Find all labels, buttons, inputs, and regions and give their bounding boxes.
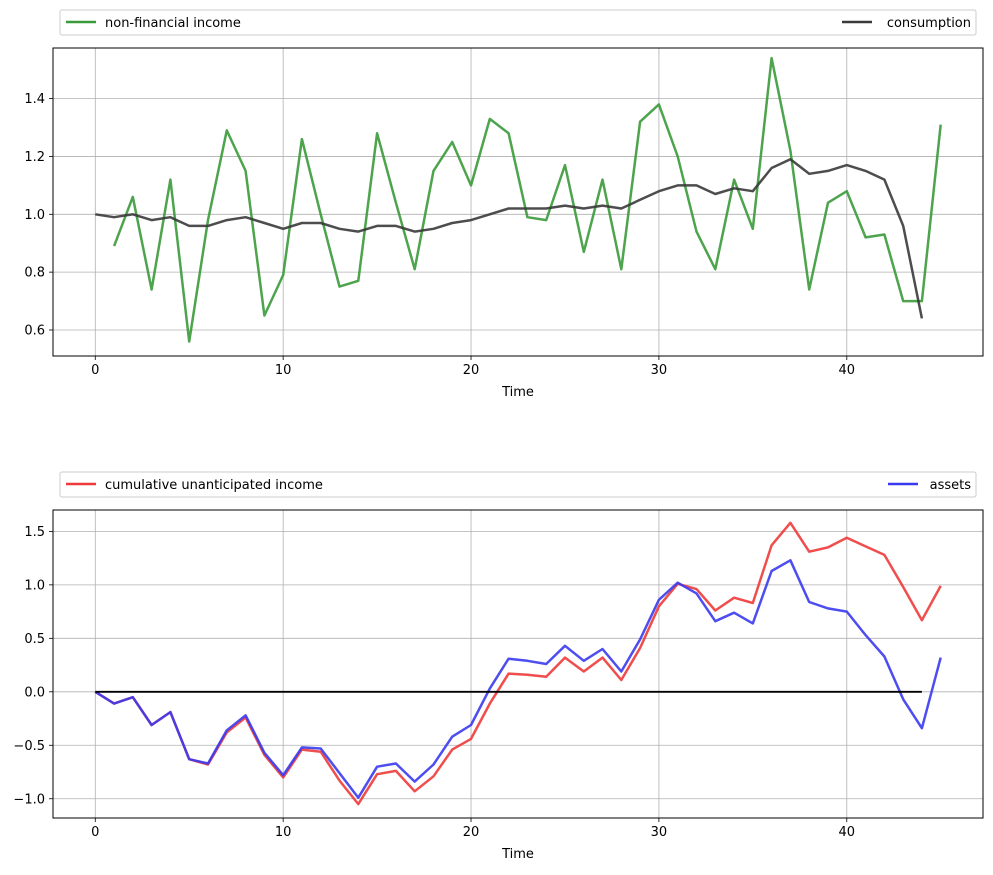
legend-label-consumption: consumption	[887, 16, 971, 31]
top-y-tick-label: 1.4	[24, 92, 45, 107]
top-x-tick-label: 10	[275, 363, 292, 378]
top-x-tick-label: 40	[839, 363, 856, 378]
bottom-y-tick-label: 0.5	[24, 632, 45, 647]
bottom-x-tick-label: 20	[463, 825, 480, 840]
top-y-tick-label: 0.6	[24, 323, 45, 338]
bottom-y-tick-label: 1.5	[24, 525, 45, 540]
top-axes-frame	[52, 47, 984, 357]
bottom-axes-frame	[52, 509, 984, 819]
bottom-y-tick-label: −0.5	[13, 739, 45, 754]
top-legend: non-financial income consumption	[59, 9, 977, 36]
series-line-cumulative-unanticipated-income	[94, 521, 942, 806]
bottom-x-axis-label: Time	[501, 847, 534, 862]
top-x-axis-label: Time	[501, 385, 534, 400]
bottom-x-tick-label: 30	[651, 825, 668, 840]
bottom-x-tick-label: 0	[91, 825, 99, 840]
top-y-tick-label: 0.8	[24, 266, 45, 281]
bottom-y-tick-label: 0.0	[24, 685, 45, 700]
bottom-y-tick-label: 1.0	[24, 578, 45, 593]
series-line-consumption	[95, 158, 924, 319]
bottom-ticks: 0 10 20 30 40 −1.0 −0.5 0.0 0.5 1.0 1.5	[13, 525, 855, 840]
bottom-legend-box	[59, 471, 977, 498]
legend-label-cumulative-unanticipated-income: cumulative unanticipated income	[105, 478, 323, 493]
top-x-tick-label: 0	[91, 363, 99, 378]
bottom-y-tick-label: −1.0	[13, 792, 45, 807]
top-grid	[53, 48, 983, 356]
legend-label-assets: assets	[930, 478, 972, 493]
top-x-tick-label: 30	[651, 363, 668, 378]
series-line-assets	[94, 559, 942, 799]
top-ticks: 0 10 20 30 40 0.6 0.8 1.0 1.2 1.4	[24, 92, 855, 378]
bottom-x-tick-label: 10	[275, 825, 292, 840]
top-legend-box	[59, 9, 977, 36]
top-y-tick-label: 1.2	[24, 150, 45, 165]
bottom-x-tick-label: 40	[839, 825, 856, 840]
top-y-tick-label: 1.0	[24, 208, 45, 223]
top-plot-lines	[95, 56, 942, 343]
legend-label-non-financial-income: non-financial income	[105, 16, 241, 31]
bottom-legend: cumulative unanticipated income assets	[59, 471, 977, 498]
bottom-plot-lines	[94, 521, 942, 806]
top-x-tick-label: 20	[463, 363, 480, 378]
bottom-panel: cumulative unanticipated income assets 0…	[13, 471, 984, 862]
top-panel: non-financial income consumption 0 10 20 30…	[24, 9, 984, 400]
